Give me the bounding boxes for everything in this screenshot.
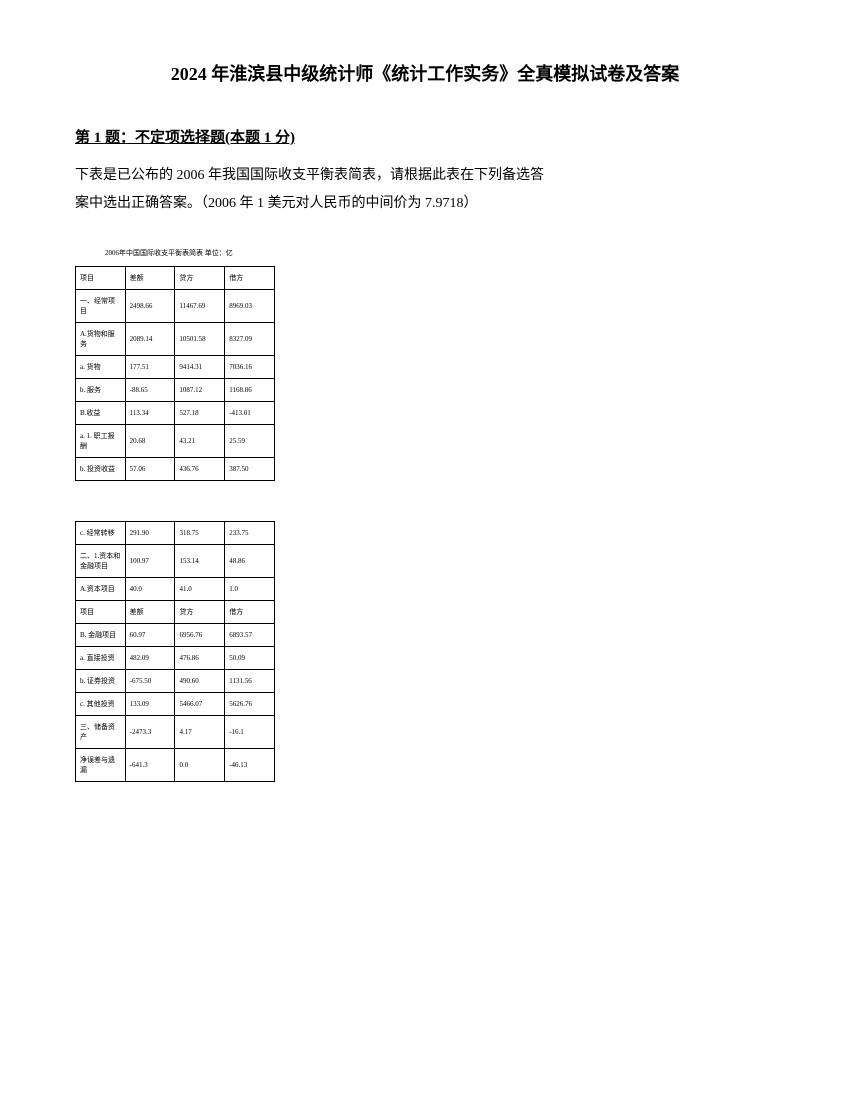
question-body: 下表是已公布的 2006 年我国国际收支平衡表简表，请根据此表在下列备选答 案中… [75, 162, 775, 218]
table-cell: 三、储备资产 [76, 716, 126, 749]
table-cell: 贷方 [175, 601, 225, 624]
table-cell: 2089.14 [125, 323, 175, 356]
table-cell: 净误差与遗漏 [76, 749, 126, 782]
table-cell: 11467.69 [175, 290, 225, 323]
table-cell: -2473.3 [125, 716, 175, 749]
table-cell: 7036.16 [225, 356, 275, 379]
table-cell: 10501.58 [175, 323, 225, 356]
table-cell: 57.06 [125, 458, 175, 481]
table-cell: a. 1. 职工报酬 [76, 425, 126, 458]
table-cell: -88.65 [125, 379, 175, 402]
table-cell: 借方 [225, 601, 275, 624]
table-cell: B.收益 [76, 402, 126, 425]
table-cell: 60.97 [125, 624, 175, 647]
table-cell: 387.50 [225, 458, 275, 481]
table-cell: 233.75 [225, 522, 275, 545]
table-cell: 0.0 [175, 749, 225, 782]
table-cell: 2498.66 [125, 290, 175, 323]
table-cell: 贷方 [175, 267, 225, 290]
table-cell: c. 经常转移 [76, 522, 126, 545]
table-cell: 二、1.资本和金融项目 [76, 545, 126, 578]
table-cell: 177.51 [125, 356, 175, 379]
table-cell: 项目 [76, 267, 126, 290]
table-cell: 借方 [225, 267, 275, 290]
table-cell: 291.90 [125, 522, 175, 545]
table-cell: b. 证券投资 [76, 670, 126, 693]
table-cell: 318.75 [175, 522, 225, 545]
table-cell: -46.13 [225, 749, 275, 782]
table-cell: 43.21 [175, 425, 225, 458]
question-line2: 案中选出正确答案。（2006 年 1 美元对人民币的中间价为 7.9718） [75, 190, 775, 218]
table-cell: 1168.86 [225, 379, 275, 402]
table-cell: 436.76 [175, 458, 225, 481]
question-header: 第 1 题：不定项选择题(本题 1 分) [75, 126, 775, 147]
question-line1: 下表是已公布的 2006 年我国国际收支平衡表简表，请根据此表在下列备选答 [75, 162, 775, 190]
table-cell: 9414.31 [175, 356, 225, 379]
table-cell: 25.59 [225, 425, 275, 458]
table-cell: 476.86 [175, 647, 225, 670]
table-cell: 1087.12 [175, 379, 225, 402]
table-cell: 40.0 [125, 578, 175, 601]
table-cell: -641.3 [125, 749, 175, 782]
table-cell: 6956.76 [175, 624, 225, 647]
table-cell: 差额 [125, 267, 175, 290]
table-cell: 133.09 [125, 693, 175, 716]
table-cell: b. 投资收益 [76, 458, 126, 481]
table-cell: B. 金融项目 [76, 624, 126, 647]
table-cell: 100.97 [125, 545, 175, 578]
table-cell: A.资本项目 [76, 578, 126, 601]
table-cell: 一、经常项目 [76, 290, 126, 323]
table-cell: -16.1 [225, 716, 275, 749]
table-cell: -675.50 [125, 670, 175, 693]
balance-table-2: c. 经常转移 291.90 318.75 233.75 二、1.资本和金融项目… [75, 521, 275, 782]
table-cell: 41.0 [175, 578, 225, 601]
table-cell: 差额 [125, 601, 175, 624]
table-cell: 8969.03 [225, 290, 275, 323]
table-cell: -413.01 [225, 402, 275, 425]
table-cell: 5626.76 [225, 693, 275, 716]
table-cell: 1131.56 [225, 670, 275, 693]
table-cell: 490.60 [175, 670, 225, 693]
table-cell: 153.14 [175, 545, 225, 578]
table-cell: 6893.57 [225, 624, 275, 647]
table-cell: 项目 [76, 601, 126, 624]
table-cell: 48.86 [225, 545, 275, 578]
table-cell: a. 直接投资 [76, 647, 126, 670]
table-cell: 113.34 [125, 402, 175, 425]
table-cell: a. 货物 [76, 356, 126, 379]
table-cell: 1.0 [225, 578, 275, 601]
table-cell: b. 服务 [76, 379, 126, 402]
table-cell: 4.17 [175, 716, 225, 749]
table-cell: A.货物和服务 [76, 323, 126, 356]
table-cell: 5466.07 [175, 693, 225, 716]
table-cell: c. 其他投资 [76, 693, 126, 716]
table-cell: 482.09 [125, 647, 175, 670]
table-cell: 527.18 [175, 402, 225, 425]
table-cell: 8327.09 [225, 323, 275, 356]
document-title: 2024 年淮滨县中级统计师《统计工作实务》全真模拟试卷及答案 [75, 60, 775, 86]
table-cell: 50.09 [225, 647, 275, 670]
balance-table-1: 项目 差额 贷方 借方 一、经常项目 2498.66 11467.69 8969… [75, 266, 275, 481]
table1-caption: 2006年中国国际收支平衡表简表 单位：亿 [105, 248, 775, 258]
table-cell: 20.68 [125, 425, 175, 458]
